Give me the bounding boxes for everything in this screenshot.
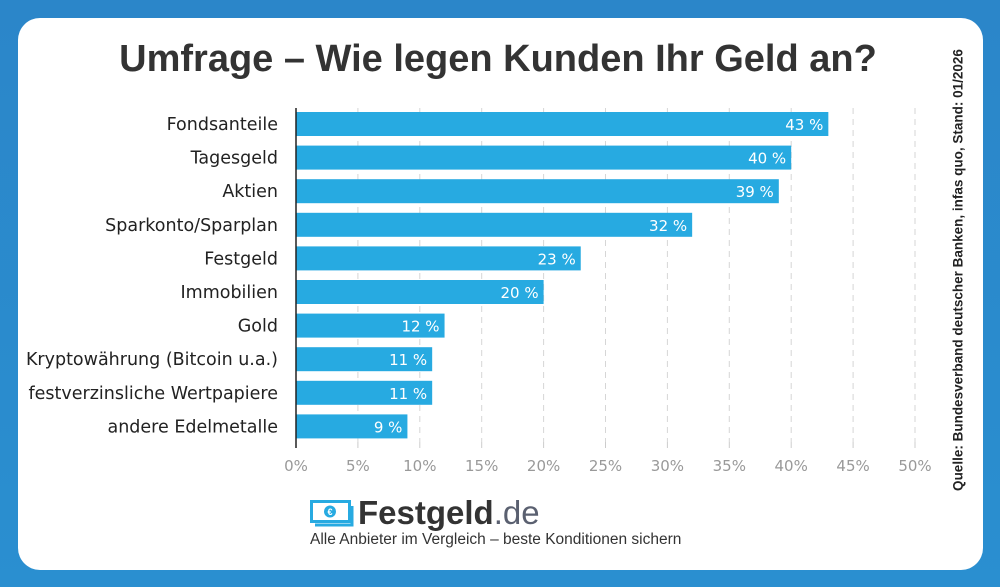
bar <box>296 347 433 372</box>
brand-tld: .de <box>493 494 540 531</box>
data-label: 9 % <box>374 418 403 436</box>
x-tick-label: 25% <box>589 457 622 475</box>
category-label: Gold <box>238 317 278 337</box>
category-label: Festgeld <box>204 249 278 269</box>
category-label: Tagesgeld <box>190 149 278 169</box>
brand-name: Festgeld <box>358 494 494 531</box>
bar <box>296 212 693 237</box>
category-label: andere Edelmetalle <box>107 417 278 437</box>
data-label: 43 % <box>785 116 823 134</box>
category-label: Sparkonto/Sparplan <box>105 216 278 236</box>
data-label: 23 % <box>538 250 576 268</box>
bar <box>296 414 408 439</box>
category-label: festverzinsliche Wertpapiere <box>29 384 279 404</box>
bar <box>296 313 445 338</box>
x-tick-label: 15% <box>465 457 498 475</box>
euro-banknote-icon: € <box>310 500 354 527</box>
bar <box>296 179 779 204</box>
category-label: Immobilien <box>180 283 278 303</box>
category-label: Kryptowährung (Bitcoin u.a.) <box>26 350 278 370</box>
chart-title: Umfrage – Wie legen Kunden Ihr Geld an? <box>119 38 877 80</box>
brand-logo: Festgeld.de <box>358 494 540 532</box>
x-tick-label: 20% <box>527 457 560 475</box>
x-tick-label: 40% <box>775 457 808 475</box>
data-label: 39 % <box>736 183 774 201</box>
x-tick-label: 30% <box>651 457 684 475</box>
data-label: 11 % <box>389 351 427 369</box>
data-label: 40 % <box>748 150 786 168</box>
bar <box>296 145 792 170</box>
category-label: Aktien <box>222 182 278 202</box>
category-label: Fondsanteile <box>167 115 278 135</box>
bar <box>296 246 581 271</box>
bar <box>296 380 433 405</box>
data-label: 20 % <box>500 284 538 302</box>
x-tick-label: 5% <box>346 457 370 475</box>
bar <box>296 280 544 304</box>
svg-text:€: € <box>327 507 332 517</box>
data-label: 32 % <box>649 217 687 235</box>
brand-tagline: Alle Anbieter im Vergleich – beste Kondi… <box>310 531 682 548</box>
x-tick-label: 50% <box>898 457 931 475</box>
x-tick-label: 0% <box>284 457 308 475</box>
x-tick-label: 35% <box>713 457 746 475</box>
x-tick-label: 45% <box>836 457 869 475</box>
data-label: 11 % <box>389 385 427 403</box>
x-tick-label: 10% <box>403 457 436 475</box>
data-label: 12 % <box>401 318 439 336</box>
bar <box>296 112 829 136</box>
